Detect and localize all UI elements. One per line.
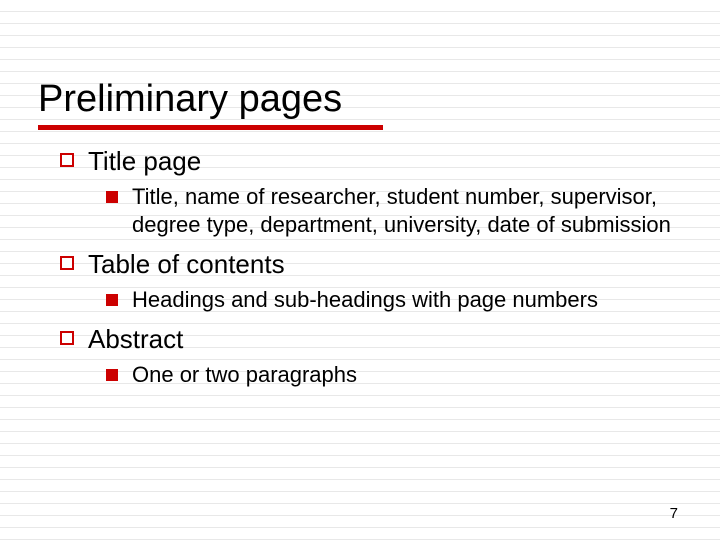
bullet-outline-icon <box>60 256 74 270</box>
level2-label: Headings and sub-headings with page numb… <box>132 286 598 314</box>
level1-label: Table of contents <box>88 249 285 280</box>
level1-label: Title page <box>88 146 201 177</box>
title-block: Preliminary pages <box>38 0 682 130</box>
bullet-solid-icon <box>106 294 118 306</box>
list-subitem: Title, name of researcher, student numbe… <box>106 183 682 239</box>
bullet-outline-icon <box>60 331 74 345</box>
list-item: Title page <box>60 146 682 177</box>
slide-title: Preliminary pages <box>38 78 682 121</box>
list-subitem: Headings and sub-headings with page numb… <box>106 286 682 314</box>
list-item: Abstract <box>60 324 682 355</box>
bullet-outline-icon <box>60 153 74 167</box>
list-subitem: One or two paragraphs <box>106 361 682 389</box>
list-item: Table of contents <box>60 249 682 280</box>
level2-label: One or two paragraphs <box>132 361 357 389</box>
level2-label: Title, name of researcher, student numbe… <box>132 183 672 239</box>
slide-content: Preliminary pages Title page Title, name… <box>0 0 720 390</box>
page-number: 7 <box>670 505 678 522</box>
bullet-solid-icon <box>106 191 118 203</box>
title-underline <box>38 125 383 130</box>
bullet-solid-icon <box>106 369 118 381</box>
level1-label: Abstract <box>88 324 183 355</box>
